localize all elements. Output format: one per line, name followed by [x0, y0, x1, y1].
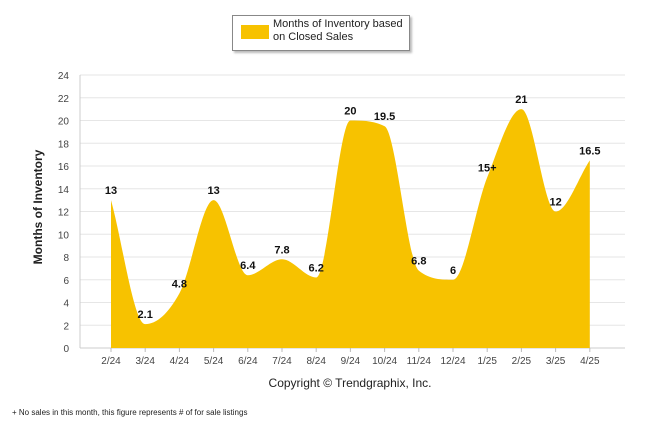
- y-tick-label: 24: [58, 71, 70, 82]
- x-tick-label: 1/25: [477, 356, 497, 367]
- x-tick-label: 7/24: [272, 356, 292, 367]
- y-tick-label: 8: [63, 253, 69, 264]
- x-tick-label: 5/24: [204, 356, 224, 367]
- y-tick-label: 18: [58, 139, 70, 150]
- legend-swatch: [241, 25, 269, 39]
- y-tick-label: 12: [58, 208, 70, 219]
- footnote: + No sales in this month, this figure re…: [12, 408, 248, 417]
- y-tick-label: 14: [58, 185, 70, 196]
- x-tick-label: 12/24: [440, 356, 465, 367]
- x-tick-label: 4/24: [170, 356, 190, 367]
- data-label: 15+: [478, 162, 497, 174]
- x-tick-label: 2/24: [101, 356, 121, 367]
- x-tick-label: 11/24: [407, 356, 432, 367]
- data-label: 16.5: [579, 145, 600, 157]
- copyright-caption: Copyright © Trendgraphix, Inc.: [269, 376, 432, 390]
- x-tick-label: 8/24: [306, 356, 326, 367]
- data-label: 20: [344, 106, 356, 118]
- inventory-area: [111, 109, 590, 348]
- data-label: 21: [515, 94, 527, 106]
- x-tick-label: 9/24: [341, 356, 361, 367]
- data-label: 13: [105, 185, 117, 197]
- data-label: 19.5: [374, 111, 395, 123]
- data-label: 4.8: [172, 278, 187, 290]
- y-tick-label: 20: [58, 117, 70, 128]
- data-label: 6: [450, 265, 456, 277]
- y-tick-label: 16: [58, 162, 70, 173]
- x-tick-label: 2/25: [512, 356, 532, 367]
- data-label: 12: [549, 197, 561, 209]
- data-label: 2.1: [138, 309, 153, 321]
- y-tick-label: 10: [58, 230, 70, 241]
- y-axis-label: Months of Inventory: [31, 149, 45, 264]
- y-tick-label: 22: [58, 94, 70, 105]
- data-label: 13: [207, 185, 219, 197]
- x-axis-ticks: 2/24 3/24 4/24 5/24 6/24 7/24 8/24 9/24 10/24 11/…: [101, 348, 600, 367]
- data-label: 6.8: [411, 256, 426, 268]
- y-tick-label: 0: [63, 344, 69, 355]
- data-label: 6.2: [309, 262, 324, 274]
- x-tick-label: 10/24: [372, 356, 397, 367]
- x-tick-label: 6/24: [238, 356, 258, 367]
- x-tick-label: 4/25: [580, 356, 600, 367]
- legend-label: Months of Inventory based on Closed Sale…: [273, 18, 403, 43]
- data-label: 6.4: [240, 260, 256, 272]
- y-tick-label: 2: [63, 321, 69, 332]
- y-tick-label: 6: [63, 276, 69, 287]
- data-label: 7.8: [274, 244, 289, 256]
- y-tick-label: 4: [63, 299, 69, 310]
- legend: Months of Inventory based on Closed Sale…: [232, 15, 410, 51]
- x-tick-label: 3/25: [546, 356, 566, 367]
- x-tick-label: 3/24: [135, 356, 155, 367]
- data-labels: 13 2.1 4.8 13 6.4 7.8 6.2 20 19.5 6.8 6 15+ 21 12 16.5: [105, 94, 601, 321]
